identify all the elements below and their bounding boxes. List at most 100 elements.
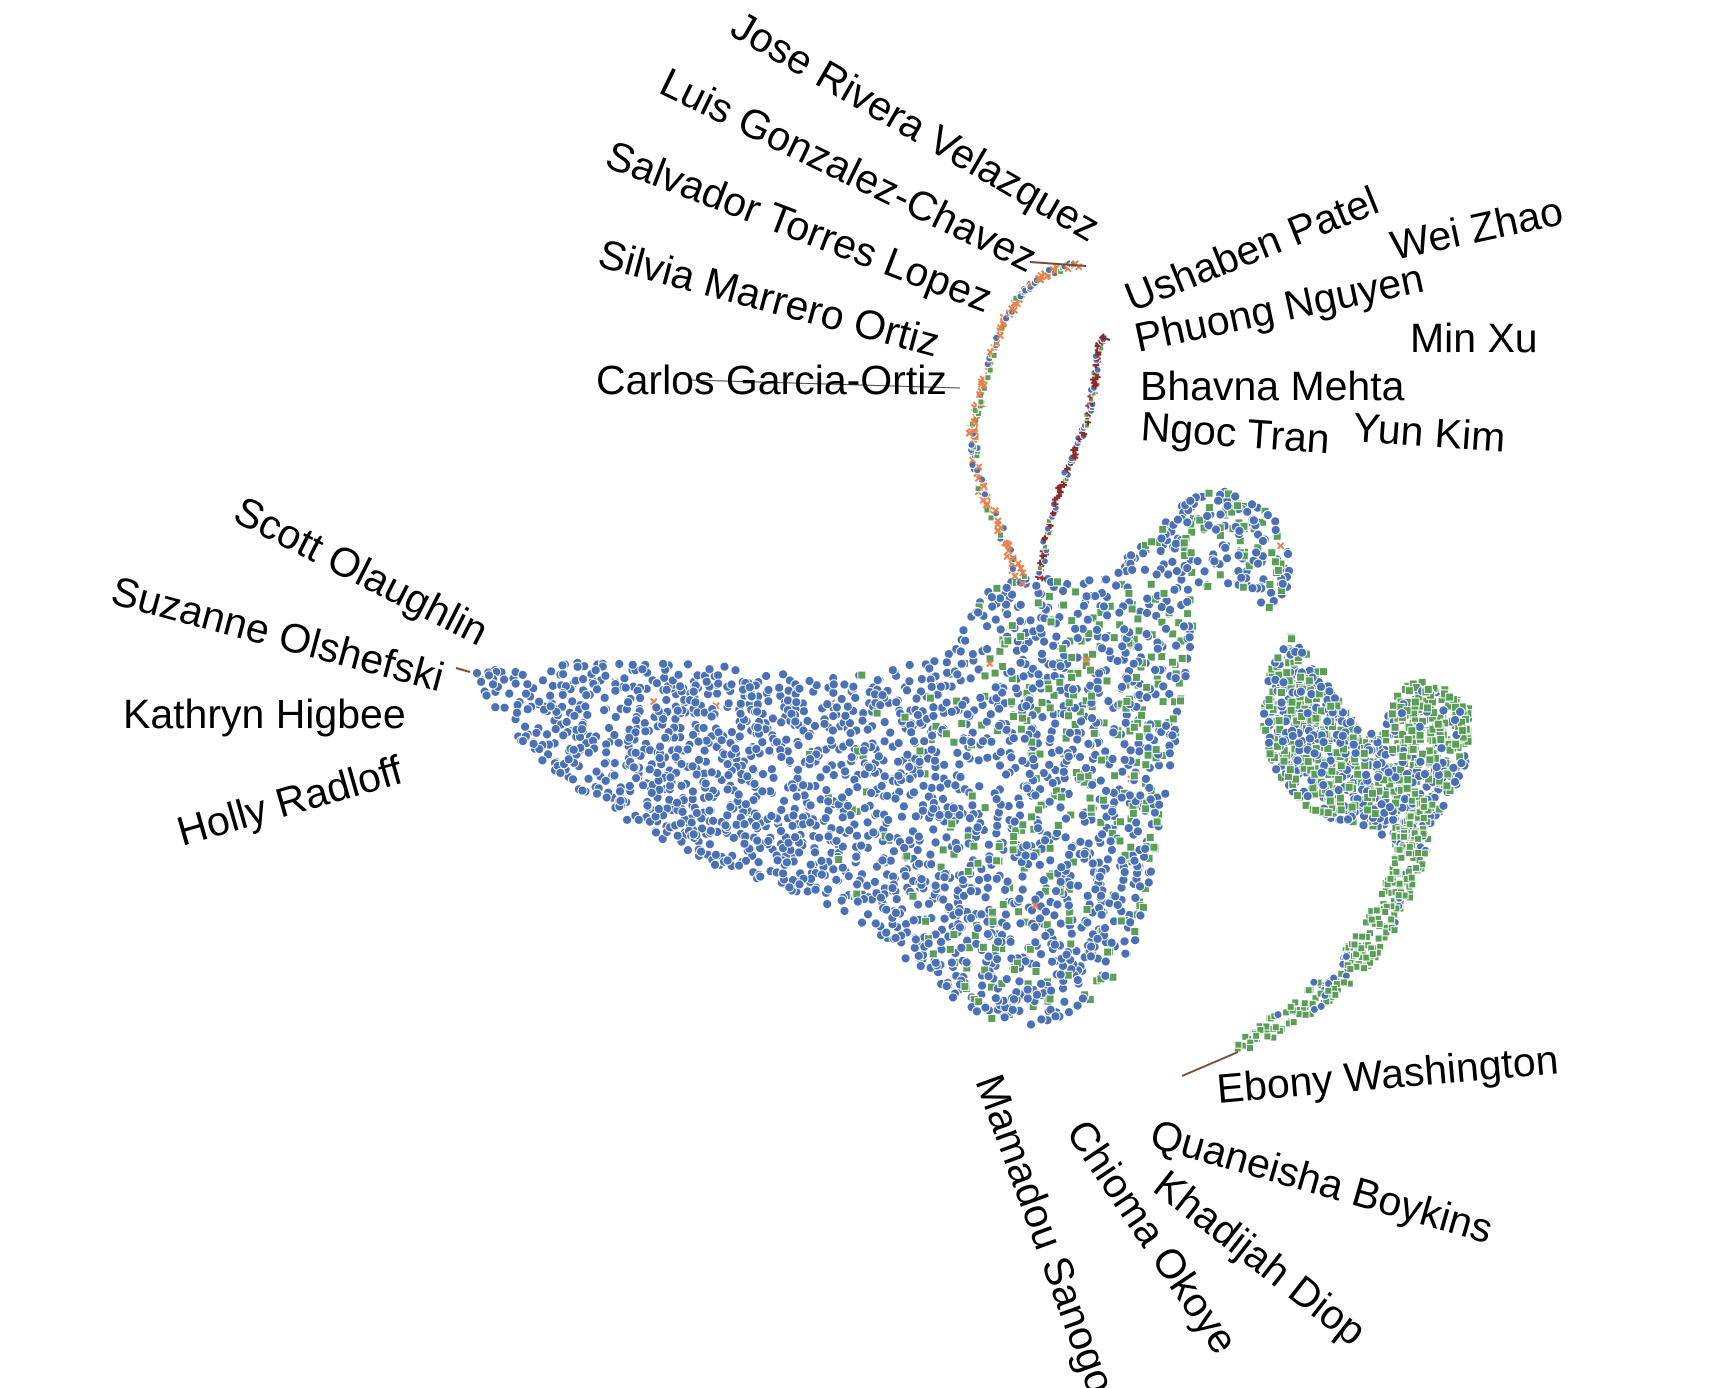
scatter-point-circle — [844, 737, 855, 748]
scatter-point-circle — [1101, 574, 1112, 585]
scatter-point-circle — [658, 658, 669, 669]
scatter-point-circle — [1165, 760, 1176, 771]
scatter-point-circle — [888, 846, 900, 857]
scatter-point-square — [1392, 867, 1401, 876]
scatter-point-square — [1425, 755, 1435, 765]
scatter-point-circle — [834, 824, 846, 836]
scatter-point-circle — [567, 696, 578, 707]
scatter-point-circle — [582, 709, 593, 721]
scatter-point-circle — [1103, 696, 1114, 707]
scatter-point-circle — [802, 715, 813, 727]
scatter-point-square — [1372, 906, 1381, 915]
scatter-point-circle — [713, 678, 724, 689]
scatter-point-circle — [1373, 772, 1384, 783]
scatter-point-circle — [701, 676, 712, 687]
scatter-point-circle — [627, 659, 638, 670]
scatter-point-circle — [837, 792, 848, 803]
scatter-point-circle — [982, 752, 993, 763]
scatter-point-square — [1142, 682, 1152, 692]
scatter-point-circle — [1361, 769, 1372, 781]
scatter-point-circle — [977, 736, 989, 747]
scatter-point-circle — [1022, 993, 1033, 1004]
scatter-point-circle — [1049, 939, 1061, 950]
scatter-point-circle — [982, 644, 993, 655]
scatter-point-square — [1380, 728, 1390, 738]
scatter-point-circle — [1449, 776, 1461, 788]
scatter-point-circle — [722, 759, 733, 770]
scatter-points — [471, 259, 1474, 1053]
scatter-point-square — [1287, 697, 1297, 707]
scatter-point-square — [1325, 796, 1335, 806]
scatter-point-circle — [676, 780, 687, 791]
scatter-point-circle — [522, 679, 533, 690]
scatter-point-circle — [567, 774, 579, 785]
scatter-point-x — [1276, 542, 1285, 550]
scatter-point-square — [1033, 598, 1043, 608]
scatter-point-circle — [876, 780, 887, 792]
scatter-point-circle — [599, 705, 610, 716]
scatter-point-circle — [890, 907, 902, 919]
scatter-point-circle — [986, 736, 997, 747]
scatter-point-square — [1445, 692, 1455, 702]
scatter-point-circle — [615, 795, 626, 807]
scatter-point-circle — [1141, 629, 1152, 640]
scatter-point-circle — [1074, 751, 1086, 763]
scatter-point-circle — [1006, 666, 1017, 677]
scatter-point-circle — [1342, 814, 1354, 825]
scatter-point-square — [1265, 749, 1275, 759]
scatter-point-circle — [1113, 567, 1124, 579]
scatter-point-square — [1116, 817, 1125, 827]
scatter-point-circle — [545, 701, 556, 712]
scatter-point-square — [1027, 812, 1037, 822]
scatter-point-circle — [1246, 499, 1258, 510]
scatter-point-circle — [744, 682, 755, 693]
scatter-point-circle — [1029, 922, 1040, 933]
scatter-point-circle — [923, 938, 934, 949]
scatter-point-circle — [992, 954, 1003, 965]
scatter-point-circle — [939, 882, 950, 893]
scatter-point-circle — [558, 730, 569, 741]
scatter-point-circle — [956, 658, 967, 669]
scatter-point-circle — [688, 686, 699, 697]
scatter-point-square — [1264, 603, 1274, 612]
scatter-point-circle — [735, 708, 746, 719]
scatter-point-square — [1102, 676, 1112, 686]
scatter-point-circle — [893, 756, 904, 767]
scatter-point-square — [1390, 926, 1399, 935]
scatter-point-circle — [1092, 933, 1103, 944]
scatter-point-circle — [1438, 800, 1449, 811]
scatter-point-circle — [520, 688, 532, 699]
scatter-point-circle — [926, 681, 937, 693]
scatter-point-circle — [982, 929, 993, 940]
scatter-point-circle — [781, 857, 793, 868]
scatter-point-circle — [778, 669, 789, 680]
scatter-point-circle — [973, 607, 984, 618]
scatter-point-circle — [1020, 850, 1031, 861]
scatter-point-circle — [710, 849, 722, 860]
scatter-point-square — [1303, 757, 1313, 767]
scatter-point-circle — [591, 766, 602, 777]
scatter-point-circle — [902, 749, 913, 760]
scatter-point-circle — [1000, 909, 1012, 920]
scatter-point-circle — [1348, 739, 1359, 750]
scatter-point-circle — [816, 869, 827, 880]
scatter-point-square — [1296, 672, 1306, 682]
scatter-point-circle — [896, 811, 908, 822]
scatter-point-circle — [749, 778, 760, 790]
scatter-point-circle — [517, 736, 529, 747]
scatter-point-circle — [1135, 910, 1146, 921]
scatter-point-square — [1411, 789, 1420, 798]
scatter-point-circle — [642, 800, 653, 811]
scatter-point-circle — [510, 678, 521, 689]
scatter-point-circle — [775, 825, 787, 837]
scatter-point-circle — [850, 692, 861, 704]
scatter-point-circle — [941, 981, 952, 992]
scatter-point-square — [994, 842, 1004, 852]
scatter-point-square — [1286, 705, 1296, 715]
scatter-point-circle — [873, 751, 884, 762]
scatter-point-circle — [1170, 673, 1181, 684]
scatter-point-circle — [1007, 1004, 1018, 1016]
scatter-point-square — [1046, 617, 1056, 627]
scatter-point-circle — [828, 711, 839, 722]
scatter-point-square — [1319, 667, 1328, 677]
